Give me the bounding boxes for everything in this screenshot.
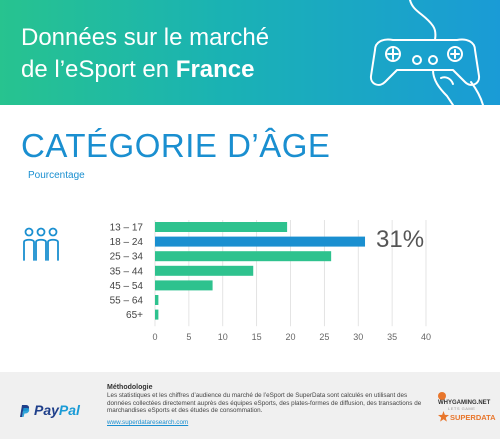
methodology-text: Les statistiques et les chiffres d’audie… (107, 392, 422, 415)
bar (155, 309, 159, 320)
highlight-percentage: 31% (376, 226, 425, 253)
header-title-line1: Données sur le marché (21, 24, 270, 51)
paypal-word-pay: Pay (34, 402, 59, 418)
whygaming-tagline: LETS GAME (448, 406, 476, 411)
x-tick-label: 15 (252, 332, 262, 342)
paypal-logo-icon (20, 405, 30, 417)
header-title-country: France (175, 56, 255, 83)
age-bar-chart: 0 5 10 15 20 25 30 35 40 13 – 17 18 – 24 25 – 34 35 … (110, 220, 431, 342)
people-group-icon (23, 227, 59, 261)
whygaming-dot-icon (438, 392, 446, 400)
category-label: 25 – 34 (110, 252, 144, 263)
paypal-word-pal: Pal (58, 402, 80, 418)
x-tick-label: 35 (387, 332, 397, 342)
header-title-prefix: de l’eSport en (21, 56, 176, 83)
bar (155, 295, 159, 305)
whygaming-logo: WHYGAMING.NET LETS GAME (438, 392, 500, 411)
x-tick-label: 10 (218, 332, 228, 342)
x-tick-label: 25 (319, 332, 329, 342)
paypal-logo: PayPal (18, 402, 80, 418)
whygaming-name: WHYGAMING.NET (438, 400, 491, 406)
chart-subtitle: Pourcentage (28, 170, 85, 181)
header-title-line2: de l’eSport en France (21, 54, 269, 86)
category-label: 45 – 54 (110, 281, 144, 292)
category-label: 13 – 17 (110, 223, 144, 234)
footer (0, 372, 500, 439)
section-title: CATÉGORIE D’ÂGE (21, 127, 331, 164)
header-banner: Données sur le marché de l’eSport en Fra… (0, 0, 500, 105)
bar (155, 251, 332, 262)
bar (155, 222, 288, 232)
x-tick-label: 0 (152, 332, 157, 342)
superdata-logo: SUPERDATA (438, 411, 496, 422)
bar (155, 265, 254, 276)
header-title: Données sur le marché de l’eSport en Fra… (21, 22, 269, 86)
star-logo-icon (438, 411, 449, 422)
x-tick-label: 30 (353, 332, 363, 342)
x-tick-label: 20 (285, 332, 295, 342)
gamepad-icon (369, 0, 484, 105)
category-label: 35 – 44 (110, 266, 144, 277)
x-tick-label: 5 (186, 332, 191, 342)
methodology-link[interactable]: www.superdataresearch.com (107, 419, 189, 426)
category-label: 18 – 24 (110, 237, 144, 248)
bar (155, 236, 366, 247)
x-tick-label: 40 (421, 332, 431, 342)
methodology-title: Méthodologie (107, 384, 153, 391)
category-label: 65+ (126, 310, 143, 321)
superdata-name: SUPERDATA (450, 413, 496, 422)
bar (155, 280, 213, 291)
category-label: 55 – 64 (110, 296, 144, 307)
